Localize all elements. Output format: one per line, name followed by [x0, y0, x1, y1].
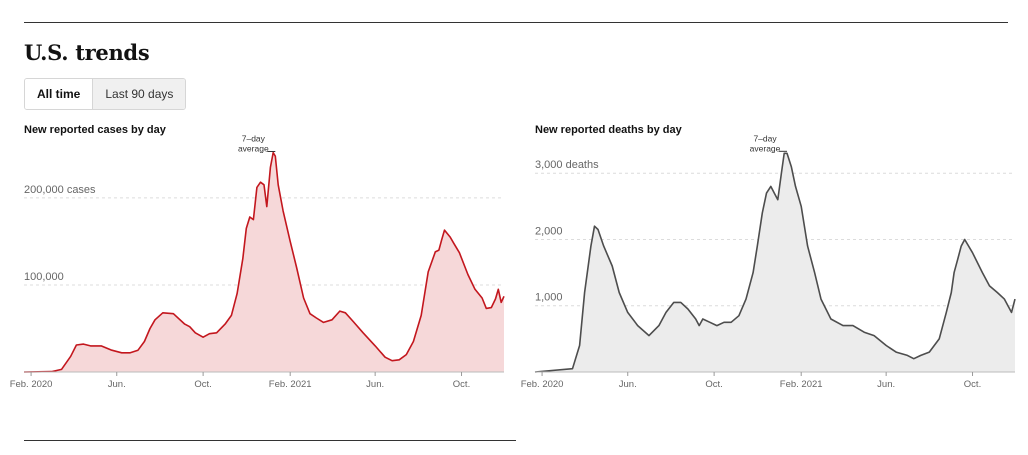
series-line: [23, 151, 505, 373]
x-tick-label: Oct.: [453, 379, 470, 390]
cases-chart: 100,000 200,000 cases Feb. 2020 Jun. Oct. Feb…: [10, 133, 505, 390]
all-time-button[interactable]: All time: [25, 79, 93, 109]
y-tick-label: 1,000: [535, 292, 563, 304]
x-tick-label: Jun.: [366, 379, 384, 390]
x-tick-label: Feb. 2021: [780, 379, 823, 390]
y-tick-label: 100,000: [24, 271, 64, 283]
page-title: U.S. trends: [24, 40, 150, 65]
x-tick-label: Jun.: [619, 379, 637, 390]
series-area: [535, 153, 1015, 372]
annotation-label-line-1: 7–day: [753, 133, 777, 143]
x-tick-label: Jun.: [877, 379, 895, 390]
x-tick-label: Feb. 2020: [521, 379, 564, 390]
cases-chart-title: New reported cases by day: [24, 124, 166, 136]
series-area: [24, 152, 504, 372]
y-tick-label: 2,000: [535, 225, 563, 237]
deaths-chart: 1,000 2,000 3,000 deaths Feb. 2020 Jun. Oct. F…: [521, 133, 1016, 390]
time-range-toggle: All time Last 90 days: [24, 78, 187, 110]
x-tick-label: Feb. 2021: [269, 379, 312, 390]
x-tick-label: Oct.: [964, 379, 981, 390]
last-90-days-button[interactable]: Last 90 days: [92, 79, 186, 109]
y-tick-label: 3,000 deaths: [535, 159, 599, 171]
deaths-chart-title: New reported deaths by day: [535, 124, 682, 136]
annotation-label-line-1: 7–day: [242, 133, 266, 143]
top-rule: [24, 22, 1008, 23]
bottom-rule: [24, 440, 516, 441]
x-tick-label: Oct.: [194, 379, 211, 390]
x-tick-label: Jun.: [108, 379, 126, 390]
x-tick-label: Oct.: [705, 379, 722, 390]
annotation-label-line-2: average: [238, 143, 269, 153]
series-line: [534, 152, 1016, 373]
annotation-label-line-2: average: [750, 143, 781, 153]
x-tick-label: Feb. 2020: [10, 379, 53, 390]
y-tick-label: 200,000 cases: [24, 184, 96, 196]
